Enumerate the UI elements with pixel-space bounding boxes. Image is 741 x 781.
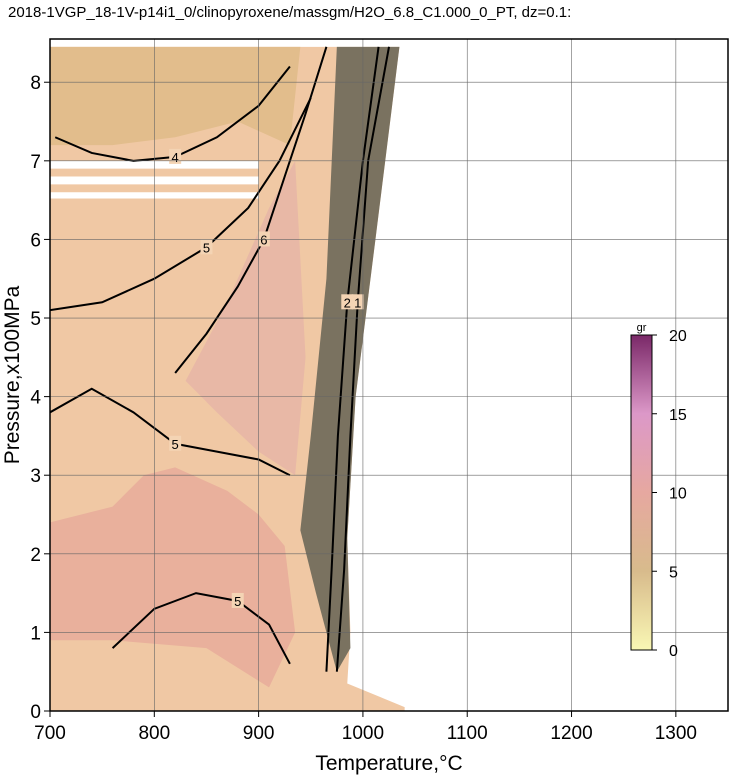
overlay: 700 800 900 1000 1100 1200 1300012345678051015… <box>30 38 729 744</box>
plot-area: 4 5 5 6 5 2 1 <box>50 46 405 711</box>
contour-label: 5 <box>234 594 241 609</box>
y-tick-label: 8 <box>30 73 41 94</box>
contour-label-bg <box>231 592 244 608</box>
x-tick-label: 900 <box>243 723 275 744</box>
colorbar <box>630 334 653 651</box>
contour-label-bg <box>341 294 354 310</box>
contour-label-bg <box>257 231 270 247</box>
x-tick-label: 800 <box>138 723 170 744</box>
colorbar-tick-label: 0 <box>669 643 678 660</box>
y-axis-label: Pressure,x100MPa <box>1 285 24 464</box>
contour-label: 1 <box>354 295 361 310</box>
contour-label-bg <box>351 294 364 310</box>
region <box>300 46 400 672</box>
x-tick-label: 1200 <box>550 723 592 744</box>
x-axis-label: Temperature,°C <box>315 752 462 775</box>
contour-label: 5 <box>203 240 210 255</box>
contour-label: 6 <box>260 232 267 247</box>
y-tick-label: 2 <box>30 545 41 566</box>
y-tick-label: 0 <box>30 702 41 723</box>
contour-label-bg <box>200 239 213 255</box>
contour-line <box>111 592 291 665</box>
x-tick-label: 1100 <box>447 723 488 744</box>
region <box>50 46 301 146</box>
y-tick-label: 5 <box>30 309 41 330</box>
y-tick-label: 7 <box>30 152 41 173</box>
x-tick-label: 700 <box>34 723 66 744</box>
y-tick-label: 3 <box>30 466 41 487</box>
colorbar-tick-label: 10 <box>669 486 687 503</box>
colorbar-tick-label: 20 <box>669 328 687 345</box>
colorbar-label: gr <box>637 322 647 334</box>
contour-label: 4 <box>172 150 179 165</box>
contour-line <box>325 46 380 672</box>
contour-line <box>335 46 390 672</box>
x-tick-label: 1000 <box>342 723 384 744</box>
y-tick-label: 1 <box>30 623 41 644</box>
x-tick-label: 1300 <box>655 723 697 744</box>
colorbar-tick-label: 5 <box>669 564 678 581</box>
contour-label: 5 <box>172 437 179 452</box>
chart-title: 2018-1VGP_18-1V-p14i1_0/clinopyroxene/ma… <box>8 4 571 21</box>
y-tick-label: 6 <box>30 230 41 251</box>
contour-label-bg <box>169 148 182 164</box>
plot-frame <box>49 38 729 712</box>
contour-label-bg <box>169 435 182 451</box>
contour-label: 2 <box>344 295 351 310</box>
colorbar-tick-label: 15 <box>669 407 687 424</box>
y-tick-label: 4 <box>30 388 41 409</box>
